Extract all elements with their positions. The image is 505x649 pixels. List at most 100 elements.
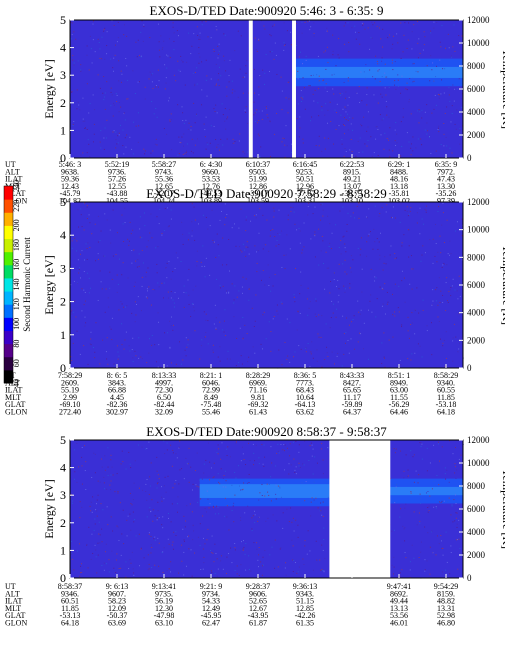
noise-dot	[459, 128, 461, 130]
noise-dot	[138, 125, 140, 127]
noise-dot	[322, 263, 324, 265]
noise-dot	[118, 102, 120, 104]
noise-dot	[120, 301, 122, 303]
noise-dot	[94, 223, 96, 225]
noise-dot	[77, 209, 79, 211]
table-cell: 65.65	[343, 386, 361, 395]
noise-dot	[421, 117, 423, 119]
noise-dot	[200, 261, 202, 263]
noise-dot	[218, 481, 220, 483]
noise-dot	[116, 232, 118, 234]
noise-dot	[90, 344, 92, 346]
noise-dot	[156, 470, 158, 472]
noise-dot	[81, 310, 83, 312]
noise-dot	[192, 303, 194, 305]
noise-dot	[199, 32, 201, 34]
noise-dot	[350, 255, 352, 257]
noise-dot	[218, 255, 220, 257]
noise-dot	[347, 339, 349, 341]
noise-dot	[280, 76, 282, 78]
noise-dot	[84, 325, 86, 327]
noise-dot	[292, 207, 294, 209]
noise-dot	[242, 151, 244, 153]
noise-dot	[122, 145, 124, 147]
noise-dot	[172, 329, 174, 331]
noise-dot	[71, 313, 73, 315]
noise-dot	[308, 85, 310, 87]
noise-dot	[424, 129, 426, 131]
noise-dot	[406, 82, 408, 84]
noise-dot	[446, 300, 448, 302]
noise-dot	[79, 543, 81, 545]
noise-dot	[191, 511, 193, 513]
noise-dot	[183, 122, 185, 124]
noise-dot	[381, 57, 383, 59]
colorbar-segment	[4, 225, 13, 240]
noise-dot	[384, 283, 386, 285]
noise-dot	[325, 323, 327, 325]
noise-dot	[286, 145, 288, 147]
noise-dot	[403, 477, 405, 479]
noise-dot	[458, 538, 460, 540]
noise-dot	[141, 446, 143, 448]
noise-dot	[385, 94, 387, 96]
noise-dot	[343, 285, 345, 287]
noise-dot	[126, 519, 128, 521]
noise-dot	[333, 73, 335, 75]
table-cell: 9:28:37	[246, 582, 270, 591]
noise-dot	[404, 507, 406, 509]
noise-dot	[439, 338, 441, 340]
noise-dot	[90, 287, 92, 289]
noise-dot	[109, 271, 111, 273]
noise-dot	[75, 316, 77, 318]
noise-dot	[98, 42, 100, 44]
noise-dot	[276, 239, 278, 241]
table-cell: 13.31	[437, 604, 455, 613]
noise-dot	[141, 276, 143, 278]
noise-dot	[197, 34, 199, 36]
noise-dot	[432, 262, 434, 264]
table-row-label: ILAT	[5, 175, 22, 184]
noise-dot	[189, 503, 191, 505]
noise-dot	[258, 516, 260, 518]
noise-dot	[354, 217, 356, 219]
noise-dot	[419, 111, 421, 113]
noise-dot	[212, 552, 214, 554]
table-cell: 5:52:19	[105, 160, 129, 169]
table-cell: 57.26	[108, 175, 126, 184]
noise-dot	[157, 246, 159, 248]
noise-dot	[88, 69, 90, 71]
noise-dot	[93, 133, 95, 135]
noise-dot	[318, 88, 320, 90]
noise-dot	[100, 230, 102, 232]
noise-dot	[150, 535, 152, 537]
noise-dot	[263, 311, 265, 313]
noise-dot	[310, 353, 312, 355]
noise-dot	[381, 96, 383, 98]
noise-dot	[381, 287, 383, 289]
colorbar-tick-label: 140	[12, 279, 21, 291]
noise-dot	[337, 352, 339, 354]
noise-dot	[106, 506, 108, 508]
noise-dot	[378, 241, 380, 243]
noise-dot	[236, 296, 238, 298]
noise-dot	[112, 255, 114, 257]
noise-dot	[354, 348, 356, 350]
noise-dot	[366, 104, 368, 106]
noise-dot	[128, 244, 130, 246]
noise-dot	[254, 320, 256, 322]
noise-dot	[241, 286, 243, 288]
noise-dot	[440, 540, 442, 542]
noise-dot	[274, 236, 276, 238]
noise-dot	[90, 48, 92, 50]
noise-dot	[99, 481, 101, 483]
noise-dot	[420, 551, 422, 553]
noise-dot	[88, 292, 90, 294]
noise-dot	[358, 202, 360, 204]
noise-dot	[352, 117, 354, 119]
noise-dot	[459, 143, 461, 145]
noise-dot	[316, 349, 318, 351]
noise-dot	[122, 461, 124, 463]
noise-dot	[303, 87, 305, 89]
noise-dot	[435, 554, 437, 556]
